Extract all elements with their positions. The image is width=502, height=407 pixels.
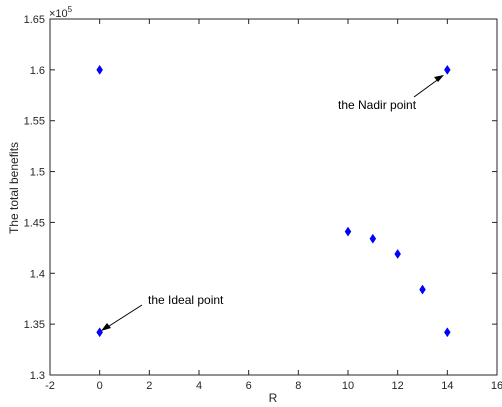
x-tick-label: 4 <box>196 380 202 392</box>
y-tick-label: 1.35 <box>24 319 45 331</box>
data-point-diamond <box>369 233 377 244</box>
data-points <box>96 64 451 338</box>
x-tick-label: 8 <box>295 380 301 392</box>
y-tick-label: 1.4 <box>30 268 45 280</box>
y-axis-exponent: ×105 <box>49 5 73 20</box>
annotation-nadir-point: the Nadir point <box>338 75 444 112</box>
data-point-diamond <box>444 327 451 338</box>
data-point-diamond <box>394 249 401 259</box>
y-axis-label: The total benefits <box>7 142 21 234</box>
data-point-diamond <box>444 64 451 75</box>
axes-box <box>49 18 498 376</box>
annotation-label-ideal: the Ideal point <box>148 293 224 307</box>
x-tick-label: 0 <box>97 380 103 392</box>
nadir-arrow-head <box>434 75 444 82</box>
x-tick-label: -2 <box>45 380 55 392</box>
data-point-diamond <box>344 226 352 237</box>
y-tick-label: 1.55 <box>24 116 45 128</box>
annotation-label-nadir: the Nadir point <box>338 98 417 112</box>
y-axis-exponent-power: 5 <box>68 5 73 14</box>
data-point-diamond <box>419 284 426 295</box>
ideal-arrow-line <box>105 304 143 329</box>
axes-frame <box>49 18 498 376</box>
x-axis-ticks: -2 0 2 4 6 8 10 12 14 16 <box>45 19 502 392</box>
y-axis-exponent-base: ×10 <box>49 8 68 20</box>
nadir-arrow-line <box>413 77 441 98</box>
annotations: the Nadir point the Ideal point <box>101 75 444 331</box>
x-tick-label: 6 <box>246 380 252 392</box>
x-tick-label: 2 <box>146 380 152 392</box>
y-tick-label: 1.5 <box>30 167 45 179</box>
x-tick-label: 16 <box>491 380 502 392</box>
y-tick-label: 1.45 <box>24 217 45 229</box>
x-tick-label: 10 <box>342 380 354 392</box>
x-tick-label: 14 <box>441 380 453 392</box>
x-tick-label: 12 <box>392 380 404 392</box>
y-tick-label: 1.6 <box>30 65 45 77</box>
ideal-arrow-head <box>101 323 111 331</box>
y-tick-label: 1.3 <box>30 370 45 382</box>
x-axis-label: R <box>269 391 278 405</box>
annotation-ideal-point: the Ideal point <box>101 293 224 331</box>
data-point-diamond <box>96 327 103 338</box>
y-axis-ticks: 1.3 1.35 1.4 1.45 1.5 1.55 1.6 1.65 <box>24 14 497 382</box>
y-tick-label: 1.65 <box>24 14 45 26</box>
data-point-diamond <box>96 64 103 75</box>
